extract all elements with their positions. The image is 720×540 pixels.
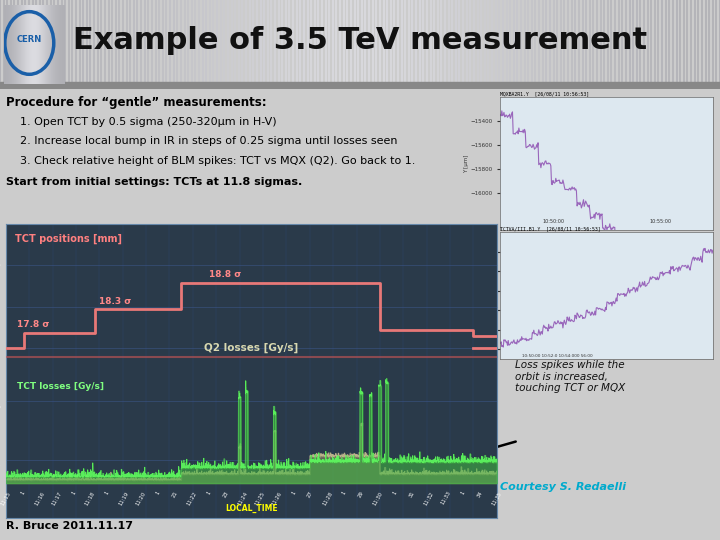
- Text: 10:50:00 10:52:0 10:54:000 56:00: 10:50:00 10:52:0 10:54:000 56:00: [521, 354, 593, 358]
- Text: 11:19: 11:19: [118, 490, 130, 506]
- Text: 2. Increase local bump in IR in steps of 0.25 sigma until losses seen: 2. Increase local bump in IR in steps of…: [6, 137, 397, 146]
- Text: TCT losses [Gy/s]: TCT losses [Gy/s]: [17, 382, 104, 391]
- Text: 1: 1: [291, 490, 297, 496]
- Text: 11:33: 11:33: [440, 490, 452, 506]
- Text: Orbit at TCT and Q2: Orbit at TCT and Q2: [508, 325, 639, 338]
- Text: Courtesy S. Redaelli: Courtesy S. Redaelli: [500, 482, 626, 492]
- Text: 1E-6: 1E-6: [0, 403, 1, 409]
- Text: 11:20: 11:20: [135, 490, 147, 506]
- Text: 10:50:00: 10:50:00: [543, 219, 565, 225]
- Text: 11:32: 11:32: [423, 490, 435, 506]
- Text: R. Bruce 2011.11.17: R. Bruce 2011.11.17: [6, 521, 132, 531]
- Text: 18.8 σ: 18.8 σ: [210, 270, 241, 279]
- Text: 29: 29: [358, 490, 365, 499]
- Text: 34: 34: [476, 490, 484, 498]
- Text: 1: 1: [341, 490, 348, 496]
- Text: 1. Open TCT by 0.5 sigma (250-320μm in H-V): 1. Open TCT by 0.5 sigma (250-320μm in H…: [6, 117, 276, 127]
- Text: 18.3 σ: 18.3 σ: [99, 296, 132, 306]
- Text: 27: 27: [307, 490, 315, 499]
- Text: 17.8 σ: 17.8 σ: [17, 320, 50, 329]
- Text: 1: 1: [206, 490, 212, 496]
- Text: 11:16: 11:16: [34, 490, 45, 506]
- Text: Example of 3.5 TeV measurement: Example of 3.5 TeV measurement: [73, 26, 647, 56]
- Text: 5E-7: 5E-7: [0, 465, 1, 471]
- Bar: [0, 82, 720, 89]
- Text: 2E-6: 2E-6: [0, 262, 1, 268]
- Text: 11:15: 11:15: [0, 490, 12, 506]
- Text: 21: 21: [171, 490, 179, 499]
- Text: 31: 31: [408, 490, 416, 498]
- Text: CERN: CERN: [17, 35, 42, 44]
- Text: Procedure for “gentle” measurements:: Procedure for “gentle” measurements:: [6, 96, 266, 109]
- Text: 11:18: 11:18: [84, 490, 96, 506]
- Text: 1: 1: [155, 490, 161, 496]
- Text: 11:28: 11:28: [322, 490, 333, 506]
- Text: Loss spikes while the
orbit is increased,
touching TCT or MQX: Loss spikes while the orbit is increased…: [515, 360, 625, 393]
- Text: TCTVA/III.B1.Y  [26/08/11 10:56:53]: TCTVA/III.B1.Y [26/08/11 10:56:53]: [500, 227, 601, 232]
- Text: 1: 1: [71, 490, 76, 496]
- Text: Q2 losses [Gy/s]: Q2 losses [Gy/s]: [204, 343, 298, 353]
- Text: 11:25: 11:25: [253, 490, 266, 506]
- Text: 1.5E-6: 1.5E-6: [0, 345, 1, 350]
- Y-axis label: Y [μm]: Y [μm]: [464, 154, 469, 173]
- Text: 3. Check relative height of BLM spikes: TCT vs MQX (Q2). Go back to 1.: 3. Check relative height of BLM spikes: …: [6, 156, 415, 166]
- Text: 10:55:00: 10:55:00: [649, 219, 671, 225]
- Text: 11:17: 11:17: [50, 490, 63, 506]
- Text: TCT positions [mm]: TCT positions [mm]: [15, 234, 122, 244]
- Text: 1: 1: [19, 490, 26, 496]
- Text: 1: 1: [104, 490, 110, 496]
- Text: 1: 1: [460, 490, 466, 496]
- Text: 23: 23: [222, 490, 230, 498]
- Text: 11:30: 11:30: [372, 490, 384, 506]
- Text: 1: 1: [392, 490, 398, 496]
- Text: 11:35: 11:35: [491, 490, 503, 506]
- Text: 11:26: 11:26: [271, 490, 283, 506]
- Y-axis label: Y [μm]: Y [μm]: [472, 286, 477, 305]
- Text: 11:24: 11:24: [237, 490, 249, 506]
- Text: MQXBA2R1.Y  [26/08/11 10:56:53]: MQXBA2R1.Y [26/08/11 10:56:53]: [500, 92, 590, 97]
- Text: 11:22: 11:22: [186, 490, 198, 506]
- Text: Start from initial settings: TCTs at 11.8 sigmas.: Start from initial settings: TCTs at 11.…: [6, 177, 302, 187]
- Text: LOCAL_TIME: LOCAL_TIME: [225, 504, 278, 513]
